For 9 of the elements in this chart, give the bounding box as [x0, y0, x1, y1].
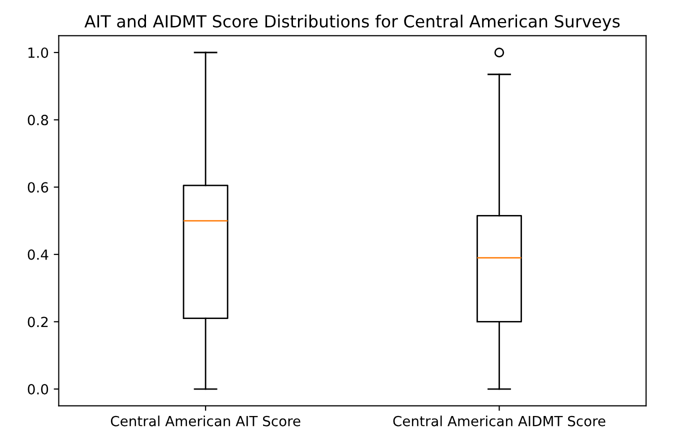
y-tick-label: 0.6 [28, 182, 48, 193]
x-tick-label: Central American AIDMT Score [393, 416, 606, 426]
y-tick-label: 1.0 [28, 47, 48, 58]
y-tick-label: 0.8 [28, 114, 48, 126]
y-tick-label: 0.0 [28, 384, 48, 395]
y-tick-label: 0.4 [28, 249, 48, 260]
chart-title: AIT and AIDMT Score Distributions for Central American Surveys [84, 14, 620, 31]
x-tick-label: Central American AIT Score [110, 416, 300, 426]
y-tick-label: 0.2 [28, 316, 48, 328]
